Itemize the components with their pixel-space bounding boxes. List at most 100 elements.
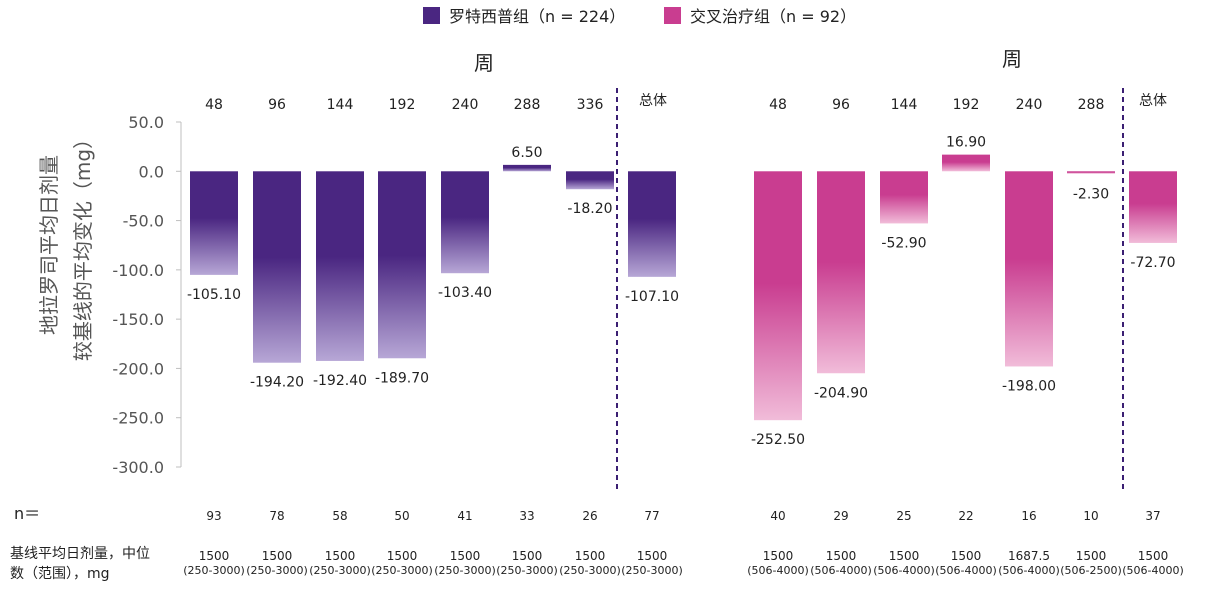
y-tick-label: -150.0 [112,310,164,329]
n-value: 78 [269,509,284,523]
bar-value-label: 16.90 [946,135,986,151]
category-label: 144 [327,97,354,113]
legend-swatch-romiplostim [423,7,440,24]
n-value: 22 [958,509,973,523]
n-value: 10 [1083,509,1098,523]
baseline-range: (506-4000) [810,564,872,577]
n-value: 29 [833,509,848,523]
y-axis-title-line-1: 地拉罗司平均日剂量 [37,155,61,335]
bar [880,171,928,224]
baseline-row-label-line-1: 基线平均日剂量，中位 [10,545,150,562]
category-label: 192 [389,97,416,113]
baseline-range: (250-3000) [496,564,558,577]
baseline-row-label-line-2: 数（范围），mg [10,565,110,582]
bar [503,164,551,172]
labels-layer: -105.1048931500(250-3000)-194.2096781500… [183,93,1184,577]
baseline-median: 1500 [199,549,230,563]
baseline-median: 1500 [450,549,481,563]
y-tick-label: -250.0 [112,409,164,428]
category-label: 96 [268,97,286,113]
bar [316,171,364,361]
baseline-median: 1500 [637,549,668,563]
n-value: 58 [332,509,347,523]
legend-swatch-crossover [664,7,681,24]
baseline-range: (250-3000) [559,564,621,577]
baseline-range: (506-2500) [1060,564,1122,577]
baseline-median: 1500 [325,549,356,563]
baseline-median: 1500 [763,549,794,563]
n-value: 37 [1145,509,1160,523]
baseline-median: 1687.5 [1008,549,1050,563]
bar-value-label: -2.30 [1073,186,1109,202]
bar-value-label: -194.20 [250,375,304,391]
bar-value-label: -204.90 [814,385,868,401]
bar [817,171,865,374]
baseline-range: (250-3000) [434,564,496,577]
bar-value-label: -18.20 [567,201,612,217]
y-tick-label: 50.0 [128,113,164,132]
n-value: 33 [519,509,534,523]
category-label: 240 [1016,97,1043,113]
bar [754,171,802,421]
baseline-range: (506-4000) [747,564,809,577]
bar [190,171,238,275]
baseline-range: (506-4000) [1122,564,1184,577]
category-label: 48 [769,97,787,113]
panel-2-title: 周 [1002,47,1022,71]
baseline-median: 1500 [512,549,543,563]
bars-layer [190,88,1177,492]
n-row-label: n＝ [14,504,40,523]
y-tick-label: 0.0 [139,162,164,181]
y-tick-label: -50.0 [123,212,164,231]
y-tick-label: -100.0 [112,261,164,280]
baseline-median: 1500 [575,549,606,563]
n-value: 16 [1021,509,1036,523]
bar-value-label: -198.00 [1002,378,1056,394]
baseline-median: 1500 [1076,549,1107,563]
bar [1067,171,1115,174]
n-value: 26 [582,509,597,523]
baseline-range: (506-4000) [998,564,1060,577]
bar [441,171,489,274]
legend: 罗特西普组（n = 224） 交叉治疗组（n = 92） [423,7,856,26]
bar [1005,171,1053,367]
baseline-median: 1500 [387,549,418,563]
bar-overall [1129,171,1177,243]
bar-value-label: -103.40 [438,285,492,301]
baseline-median: 1500 [951,549,982,563]
baseline-median: 1500 [826,549,857,563]
bar-overall [628,171,676,277]
bar-value-label: 6.50 [511,145,542,161]
overall-header: 总体 [639,93,667,109]
baseline-range: (250-3000) [309,564,371,577]
bar-value-label: -107.10 [625,289,679,305]
bar-value-label: -105.10 [187,287,241,303]
n-value: 41 [457,509,472,523]
y-axis-title: 地拉罗司平均日剂量 较基线的平均变化（mg） [37,129,95,361]
category-label: 192 [953,97,980,113]
baseline-range: (250-3000) [371,564,433,577]
n-value: 40 [770,509,785,523]
bar-value-label: -252.50 [751,432,805,448]
bar [566,171,614,190]
category-label: 336 [577,97,604,113]
category-label: 48 [205,97,223,113]
panel-1-title: 周 [474,51,494,75]
baseline-range: (250-3000) [246,564,308,577]
y-tick-label: -300.0 [112,458,164,477]
bar-value-label: -72.70 [1130,255,1175,271]
baseline-median: 1500 [1138,549,1169,563]
baseline-range: (250-3000) [183,564,245,577]
baseline-range: (250-3000) [621,564,683,577]
bar [942,154,990,172]
bar-value-label: -189.70 [375,370,429,386]
y-axis-title-line-2: 较基线的平均变化（mg） [71,129,95,361]
n-value: 77 [644,509,659,523]
category-label: 144 [891,97,918,113]
category-label: 96 [832,97,850,113]
bar-value-label: -52.90 [881,235,926,251]
bar-value-label: -192.40 [313,373,367,389]
bar [378,171,426,359]
baseline-median: 1500 [889,549,920,563]
